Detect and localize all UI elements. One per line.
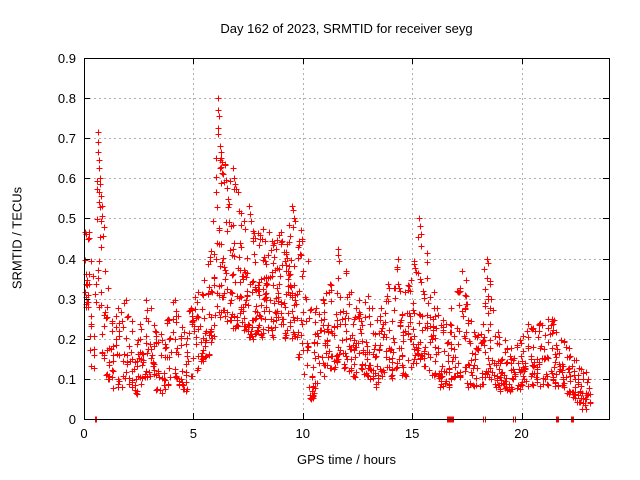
plot-frame xyxy=(84,58,610,420)
chart-title: Day 162 of 2023, SRMTID for receiver sey… xyxy=(220,21,473,36)
x-tick-label: 5 xyxy=(189,426,197,441)
y-tick-label: 0.6 xyxy=(57,171,76,187)
y-tick-label: 0 xyxy=(68,412,76,427)
y-tick-label: 0.2 xyxy=(57,331,76,347)
x-tick-label: 0 xyxy=(80,426,88,441)
x-axis-label: GPS time / hours xyxy=(297,452,396,467)
y-tick-label: 0.9 xyxy=(57,51,76,66)
grid-lines xyxy=(84,58,609,419)
x-tick-label: 20 xyxy=(514,426,529,441)
y-tick-label: 0.4 xyxy=(57,251,76,267)
y-tick-label: 0.8 xyxy=(57,91,76,107)
scatter-points xyxy=(82,95,594,423)
y-tick-label: 0.3 xyxy=(57,291,76,307)
y-tick-label: 0.7 xyxy=(57,131,76,147)
y-axis-label: SRMTID / TECUs xyxy=(9,186,25,290)
y-tick-label: 0.5 xyxy=(57,211,76,227)
x-tick-label: 10 xyxy=(295,426,310,441)
x-tick-label: 15 xyxy=(404,426,420,441)
y-tick-label: 0.1 xyxy=(57,371,76,387)
